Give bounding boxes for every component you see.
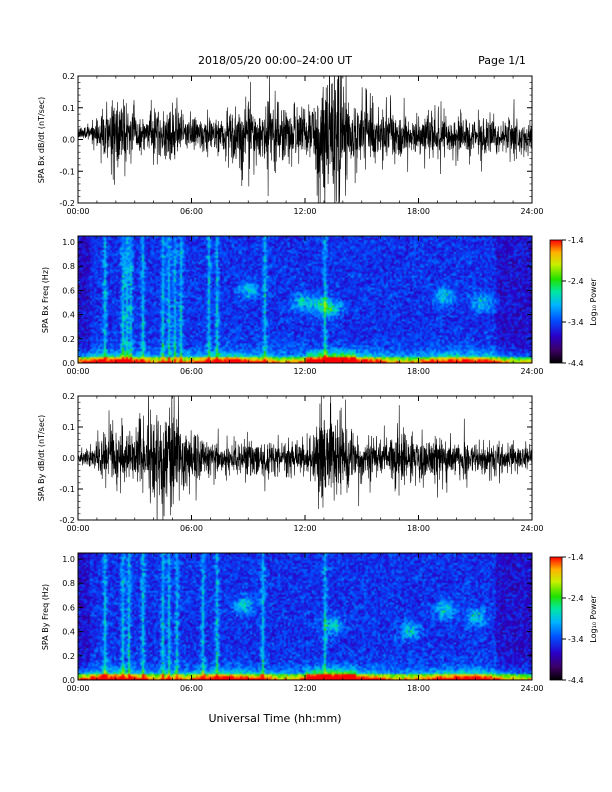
bx-spectrogram-image <box>78 236 532 363</box>
by-timeseries-ytick-label: -0.1 <box>59 485 75 494</box>
bx-spectrogram-xtick-label: 06:00 <box>180 367 203 376</box>
bx-spectrogram-xtick-label: 12:00 <box>293 367 316 376</box>
by-timeseries-series-line <box>78 396 532 520</box>
bx-timeseries-ylabel: SPA Bx dB/dt (nT/sec) <box>37 97 46 184</box>
bx-timeseries-ytick-label: 0.2 <box>62 72 75 81</box>
bx-spectrogram-ytick-label: 1.0 <box>62 238 75 247</box>
bx-timeseries-ytick-label: -0.1 <box>59 167 75 176</box>
by-spectrogram-cbar-tick-label: -1.4 <box>568 553 584 562</box>
by-spectrogram-ytick-label: 0.4 <box>62 628 75 637</box>
bx-timeseries-xtick-label: 24:00 <box>520 207 543 216</box>
by-spectrogram-ytick-label: 1.0 <box>62 555 75 564</box>
bx-timeseries-series-line <box>78 76 532 203</box>
bx-trace <box>78 76 532 203</box>
by-trace <box>78 396 532 520</box>
bx-spectrogram-ytick-label: 0.2 <box>62 335 75 344</box>
bx-spectrogram-ytick-label: 0.0 <box>62 359 75 368</box>
by-spectrogram-cbar-tick-label: -3.4 <box>568 635 584 644</box>
bx-colorbar-label: Log₁₀ Power <box>589 278 598 326</box>
by-spectrogram-xtick-label: 06:00 <box>180 684 203 693</box>
bx-timeseries-xtick-label: 06:00 <box>180 207 203 216</box>
bx-spectrogram-panel: 00:00 06:00 12:00 18:00 24:00 1.0 0.8 0.6 0.4 0.2… <box>41 235 598 376</box>
by-spectrogram-ticks: 00:00 06:00 12:00 18:00 24:00 1.0 0.8 0.6 0.4 0.2… <box>62 553 544 693</box>
bx-timeseries-ytick-label: -0.2 <box>59 199 75 208</box>
figure-title: 2018/05/20 00:00–24:00 UT <box>198 54 352 67</box>
bx-timeseries-ytick-label: 0.1 <box>62 104 75 113</box>
bx-spectrogram-xtick-label: 24:00 <box>520 367 543 376</box>
by-colorbar-label: Log₁₀ Power <box>589 595 598 643</box>
by-spectrogram-ytick-label: 0.8 <box>62 579 75 588</box>
by-spectrogram-ytick-label: 0.6 <box>62 603 75 612</box>
by-spectrogram-ytick-label: 0.2 <box>62 652 75 661</box>
by-timeseries-ylabel: SPA By dB/dt (nT/sec) <box>37 415 46 502</box>
bx-colorbar: -1.4 -2.4 -3.4 -4.4 Log₁₀ Power <box>549 236 598 368</box>
bx-spectrogram-xtick-label: 00:00 <box>66 367 89 376</box>
by-timeseries-xtick-label: 24:00 <box>520 524 543 533</box>
by-spectrogram-ylabel: SPA By Freq (Hz) <box>41 584 50 650</box>
bx-timeseries-xtick-label: 00:00 <box>66 207 89 216</box>
by-timeseries-xtick-label: 00:00 <box>66 524 89 533</box>
by-timeseries-panel: 00:00 06:00 12:00 18:00 24:00 0.2 0.1 0.0 -0.1 -0… <box>37 392 544 533</box>
by-spectrogram-xtick-label: 18:00 <box>407 684 430 693</box>
by-spectrogram-xtick-label: 24:00 <box>520 684 543 693</box>
bx-spectrogram-cbar-tick-label: -1.4 <box>568 236 584 245</box>
bx-timeseries-xtick-label: 12:00 <box>293 207 316 216</box>
by-timeseries-xtick-label: 06:00 <box>180 524 203 533</box>
by-timeseries-ytick-label: 0.0 <box>62 454 75 463</box>
by-colorbar: -1.4 -2.4 -3.4 -4.4 Log₁₀ Power <box>549 553 598 685</box>
by-timeseries-ytick-label: 0.2 <box>62 392 75 401</box>
by-timeseries-ytick-label: -0.2 <box>59 516 75 525</box>
by-spectrogram-image <box>78 553 532 680</box>
bx-spectrogram-cbar-tick-label: -3.4 <box>568 318 584 327</box>
bx-spectrogram-cbar-tick-label: -2.4 <box>568 277 584 286</box>
bx-timeseries-panel: 00:00 06:00 12:00 18:00 24:00 0.2 0.1 0.0 -0.1 -0… <box>37 72 544 216</box>
by-timeseries-xtick-label: 18:00 <box>407 524 430 533</box>
bx-timeseries-xtick-label: 18:00 <box>407 207 430 216</box>
bx-spectrogram-ticks: 00:00 06:00 12:00 18:00 24:00 1.0 0.8 0.6 0.4 0.2… <box>62 236 544 376</box>
by-timeseries-xtick-label: 12:00 <box>293 524 316 533</box>
bx-colorbar-ticks: -1.4 -2.4 -3.4 -4.4 <box>562 236 584 368</box>
by-spectrogram-xtick-label: 12:00 <box>293 684 316 693</box>
by-spectrogram-ytick-label: 0.0 <box>62 676 75 685</box>
bx-timeseries-ytick-label: 0.0 <box>62 136 75 145</box>
bx-spectrogram-cbar-tick-label: -4.4 <box>568 359 584 368</box>
bx-spectrogram-ytick-label: 0.6 <box>62 286 75 295</box>
by-timeseries-ytick-label: 0.1 <box>62 423 75 432</box>
bx-colorbar-gradient <box>549 239 563 364</box>
by-colorbar-ticks: -1.4 -2.4 -3.4 -4.4 <box>562 553 584 685</box>
page-indicator: Page 1/1 <box>478 54 526 67</box>
by-colorbar-gradient <box>549 556 563 681</box>
by-spectrogram-cbar-tick-label: -2.4 <box>568 594 584 603</box>
bx-timeseries-ticks: 00:00 06:00 12:00 18:00 24:00 0.2 0.1 0.0 -0.1 -0… <box>59 72 543 216</box>
bx-spectrogram-ylabel: SPA Bx Freq (Hz) <box>41 267 50 333</box>
by-timeseries-ticks: 00:00 06:00 12:00 18:00 24:00 0.2 0.1 0.0 -0.1 -0… <box>59 392 543 533</box>
bx-spectrogram-ytick-label: 0.8 <box>62 262 75 271</box>
by-spectrogram-cbar-tick-label: -4.4 <box>568 676 584 685</box>
bx-spectrogram-xtick-label: 18:00 <box>407 367 430 376</box>
by-spectrogram-xtick-label: 00:00 <box>66 684 89 693</box>
bx-spectrogram-ytick-label: 0.4 <box>62 311 75 320</box>
x-axis-title: Universal Time (hh:mm) <box>209 712 342 725</box>
by-spectrogram-panel: 00:00 06:00 12:00 18:00 24:00 1.0 0.8 0.6 0.4 0.2… <box>41 552 598 693</box>
